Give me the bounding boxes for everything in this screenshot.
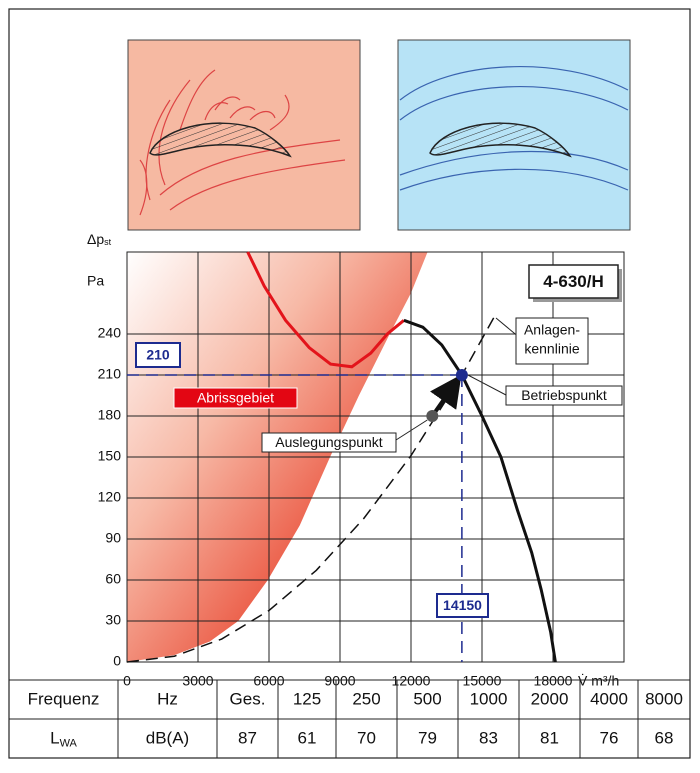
- x-tick-label: 9000: [324, 673, 355, 689]
- cell-text: 70: [357, 729, 376, 748]
- cell-text: L: [50, 729, 59, 748]
- curve: [246, 251, 405, 369]
- table-cell: 8000: [645, 690, 683, 709]
- operating-point: [455, 369, 468, 381]
- cell-text: dB(A): [146, 729, 189, 748]
- leader: [467, 374, 507, 396]
- table-cell: 125: [293, 690, 321, 709]
- y-axis-subscript: st: [104, 237, 112, 247]
- y-value-label: 210: [146, 347, 170, 363]
- operating-label-box: [505, 385, 623, 406]
- y-axis-symbol: Δp: [87, 231, 104, 247]
- y-tick-label: 210: [98, 366, 122, 382]
- x-axis-label: V̇ m³/h: [578, 673, 619, 689]
- cell-text: 81: [540, 729, 559, 748]
- table-cell: 61: [298, 729, 317, 748]
- table-cell: 500: [413, 690, 441, 709]
- x-value-label: 14150: [443, 597, 482, 613]
- cell-text: Frequenz: [28, 690, 100, 709]
- y-tick-label: 150: [98, 448, 122, 464]
- stall-illustration: [127, 39, 361, 231]
- table-cell: 87: [238, 729, 257, 748]
- x-tick-label: 18000: [534, 673, 573, 689]
- table-cell: dB(A): [146, 729, 189, 748]
- stall-label-box: [173, 387, 298, 409]
- x-tick-label: 6000: [253, 673, 284, 689]
- table-cell: 1000: [470, 690, 508, 709]
- y-axis-label: Δpst: [87, 231, 112, 248]
- table-cell: Ges.: [230, 690, 266, 709]
- leader: [395, 419, 428, 441]
- design-point: [426, 410, 439, 422]
- y-tick-label: 90: [105, 530, 121, 546]
- table-cell: 70: [357, 729, 376, 748]
- table-cell: Hz: [157, 690, 178, 709]
- x-tick-label: 15000: [463, 673, 502, 689]
- cell-text: 2000: [531, 690, 569, 709]
- plot-frame: [126, 251, 625, 663]
- cell-text: 8000: [645, 690, 683, 709]
- table: Frequenz Hz Ges. 125 250 500 1000 2000 4000 8000 L…: [8, 679, 691, 759]
- operating-label: Betriebspunkt: [521, 387, 607, 403]
- cell-text: 87: [238, 729, 257, 748]
- design-label-box: [261, 432, 397, 453]
- cell-text: 79: [418, 729, 437, 748]
- flow-illustration: [397, 39, 631, 231]
- chart-title-box: [528, 264, 619, 299]
- cell-text: 76: [600, 729, 619, 748]
- cell-text: 500: [413, 690, 441, 709]
- table-cell: 2000: [531, 690, 569, 709]
- cell-text: 83: [479, 729, 498, 748]
- cell-subscript: WA: [60, 737, 78, 749]
- system-label: kennlinie: [524, 341, 579, 357]
- table-cell: 250: [352, 690, 380, 709]
- y-value-label-box: [135, 342, 181, 368]
- x-tick-label: 0: [123, 673, 131, 689]
- cell-text: Hz: [157, 690, 178, 709]
- table-cell: LWA: [50, 729, 77, 749]
- table-cell: 4000: [590, 690, 628, 709]
- cell-text: 61: [298, 729, 317, 748]
- table-cell: 79: [418, 729, 437, 748]
- design-label: Auslegungspunkt: [275, 434, 383, 450]
- chart: 0 3000 6000 9000 12000 15000 18000 0 30 60 90 120 15…: [87, 231, 625, 689]
- cell-text: Ges.: [230, 690, 266, 709]
- y-tick-label: 0: [113, 653, 121, 669]
- cell-text: 250: [352, 690, 380, 709]
- table-cell: 76: [600, 729, 619, 748]
- y-tick-label: 30: [105, 612, 121, 628]
- x-value-label-box: [436, 593, 489, 618]
- table-cell: Frequenz: [28, 690, 100, 709]
- table-cell: 83: [479, 729, 498, 748]
- chart-title: 4-630/H: [543, 272, 603, 291]
- system-label: Anlagen-: [524, 322, 580, 338]
- cell-text: 4000: [590, 690, 628, 709]
- cell-text: 125: [293, 690, 321, 709]
- y-tick-label: 180: [98, 407, 122, 423]
- x-tick-label: 12000: [392, 673, 431, 689]
- cell-text: 1000: [470, 690, 508, 709]
- stall-label: Abrissgebiet: [197, 390, 274, 406]
- table-cell: 68: [655, 729, 674, 748]
- system-label-box: [515, 317, 589, 365]
- y-tick-label: 120: [98, 489, 122, 505]
- arrow: [429, 374, 462, 418]
- x-tick-label: 3000: [182, 673, 213, 689]
- table-cell: 81: [540, 729, 559, 748]
- curve: [403, 318, 557, 663]
- y-tick-label: 240: [98, 325, 122, 341]
- y-axis-unit: Pa: [87, 273, 104, 289]
- cell-text: 68: [655, 729, 674, 748]
- y-tick-label: 60: [105, 571, 121, 587]
